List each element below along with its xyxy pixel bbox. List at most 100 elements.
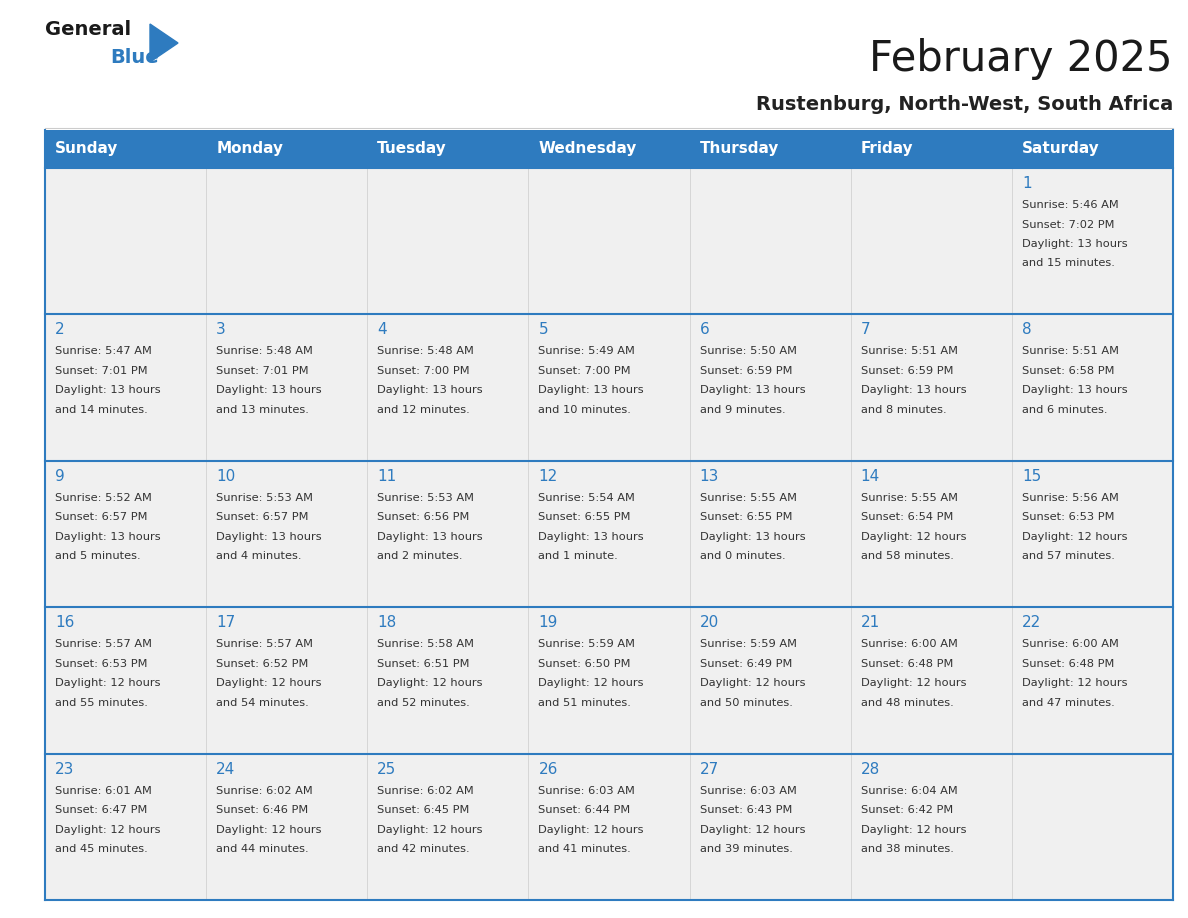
Text: Sunset: 6:45 PM: Sunset: 6:45 PM <box>378 805 469 815</box>
Text: Sunset: 6:51 PM: Sunset: 6:51 PM <box>378 659 469 668</box>
Text: Sunrise: 5:51 AM: Sunrise: 5:51 AM <box>1022 346 1119 356</box>
Text: General: General <box>45 20 131 39</box>
Text: Sunrise: 5:52 AM: Sunrise: 5:52 AM <box>55 493 152 503</box>
Text: Sunset: 6:57 PM: Sunset: 6:57 PM <box>55 512 147 522</box>
Text: and 6 minutes.: and 6 minutes. <box>1022 405 1107 415</box>
Text: and 1 minute.: and 1 minute. <box>538 552 618 561</box>
Text: 20: 20 <box>700 615 719 630</box>
Text: Sunrise: 6:02 AM: Sunrise: 6:02 AM <box>378 786 474 796</box>
Text: and 45 minutes.: and 45 minutes. <box>55 844 147 854</box>
Text: 13: 13 <box>700 469 719 484</box>
Text: Wednesday: Wednesday <box>538 141 637 156</box>
Text: and 0 minutes.: and 0 minutes. <box>700 552 785 561</box>
Text: Saturday: Saturday <box>1022 141 1100 156</box>
Text: Tuesday: Tuesday <box>378 141 447 156</box>
Text: 6: 6 <box>700 322 709 338</box>
Text: Sunrise: 5:46 AM: Sunrise: 5:46 AM <box>1022 200 1119 210</box>
Text: 4: 4 <box>378 322 387 338</box>
Text: and 15 minutes.: and 15 minutes. <box>1022 259 1114 268</box>
Text: Daylight: 12 hours: Daylight: 12 hours <box>378 678 482 688</box>
Text: and 42 minutes.: and 42 minutes. <box>378 844 470 854</box>
Text: 7: 7 <box>861 322 871 338</box>
Text: Sunrise: 5:55 AM: Sunrise: 5:55 AM <box>700 493 797 503</box>
Text: Sunrise: 6:00 AM: Sunrise: 6:00 AM <box>1022 639 1119 649</box>
Text: and 41 minutes.: and 41 minutes. <box>538 844 631 854</box>
Text: Sunset: 6:48 PM: Sunset: 6:48 PM <box>1022 659 1114 668</box>
Text: Sunrise: 6:03 AM: Sunrise: 6:03 AM <box>700 786 796 796</box>
Text: Sunset: 6:49 PM: Sunset: 6:49 PM <box>700 659 792 668</box>
Text: and 55 minutes.: and 55 minutes. <box>55 698 147 708</box>
Text: Sunrise: 6:00 AM: Sunrise: 6:00 AM <box>861 639 958 649</box>
Text: 25: 25 <box>378 762 397 777</box>
Text: 26: 26 <box>538 762 558 777</box>
Text: and 39 minutes.: and 39 minutes. <box>700 844 792 854</box>
Text: 21: 21 <box>861 615 880 630</box>
Bar <box>45 168 1173 314</box>
Text: 1: 1 <box>1022 176 1031 191</box>
Text: Sunrise: 5:48 AM: Sunrise: 5:48 AM <box>216 346 312 356</box>
Text: Daylight: 13 hours: Daylight: 13 hours <box>1022 239 1127 249</box>
Text: Daylight: 12 hours: Daylight: 12 hours <box>55 824 160 834</box>
Text: Sunset: 7:01 PM: Sunset: 7:01 PM <box>216 366 309 375</box>
Text: Sunrise: 5:56 AM: Sunrise: 5:56 AM <box>1022 493 1119 503</box>
Text: Daylight: 12 hours: Daylight: 12 hours <box>55 678 160 688</box>
Text: Daylight: 12 hours: Daylight: 12 hours <box>216 824 322 834</box>
Text: Sunrise: 6:04 AM: Sunrise: 6:04 AM <box>861 786 958 796</box>
Text: Sunrise: 5:49 AM: Sunrise: 5:49 AM <box>538 346 636 356</box>
Text: Daylight: 13 hours: Daylight: 13 hours <box>378 386 482 396</box>
Text: Daylight: 13 hours: Daylight: 13 hours <box>538 386 644 396</box>
Text: Sunrise: 6:03 AM: Sunrise: 6:03 AM <box>538 786 636 796</box>
Text: Thursday: Thursday <box>700 141 779 156</box>
Text: 16: 16 <box>55 615 75 630</box>
Bar <box>45 314 1173 461</box>
Text: Daylight: 12 hours: Daylight: 12 hours <box>861 824 966 834</box>
Text: Sunrise: 5:54 AM: Sunrise: 5:54 AM <box>538 493 636 503</box>
Text: Daylight: 13 hours: Daylight: 13 hours <box>700 532 805 542</box>
Bar <box>45 607 1173 754</box>
Text: Daylight: 13 hours: Daylight: 13 hours <box>55 386 160 396</box>
Text: Sunset: 6:59 PM: Sunset: 6:59 PM <box>861 366 953 375</box>
Text: Sunrise: 5:59 AM: Sunrise: 5:59 AM <box>538 639 636 649</box>
Text: and 2 minutes.: and 2 minutes. <box>378 552 463 561</box>
Text: Sunset: 6:56 PM: Sunset: 6:56 PM <box>378 512 469 522</box>
Text: Daylight: 12 hours: Daylight: 12 hours <box>861 678 966 688</box>
Text: and 14 minutes.: and 14 minutes. <box>55 405 147 415</box>
Text: 2: 2 <box>55 322 64 338</box>
Text: Sunset: 7:00 PM: Sunset: 7:00 PM <box>538 366 631 375</box>
Text: Daylight: 12 hours: Daylight: 12 hours <box>700 824 805 834</box>
Text: and 8 minutes.: and 8 minutes. <box>861 405 947 415</box>
Text: Sunset: 6:52 PM: Sunset: 6:52 PM <box>216 659 309 668</box>
Text: Sunset: 6:46 PM: Sunset: 6:46 PM <box>216 805 309 815</box>
Text: Sunset: 6:53 PM: Sunset: 6:53 PM <box>1022 512 1114 522</box>
Text: Daylight: 12 hours: Daylight: 12 hours <box>538 824 644 834</box>
Text: and 52 minutes.: and 52 minutes. <box>378 698 470 708</box>
Text: Daylight: 13 hours: Daylight: 13 hours <box>216 386 322 396</box>
Text: Sunset: 6:55 PM: Sunset: 6:55 PM <box>538 512 631 522</box>
Text: Daylight: 13 hours: Daylight: 13 hours <box>700 386 805 396</box>
Text: and 38 minutes.: and 38 minutes. <box>861 844 954 854</box>
Text: and 9 minutes.: and 9 minutes. <box>700 405 785 415</box>
Text: 27: 27 <box>700 762 719 777</box>
Text: 22: 22 <box>1022 615 1041 630</box>
Bar <box>45 461 1173 607</box>
Text: and 51 minutes.: and 51 minutes. <box>538 698 631 708</box>
Text: and 5 minutes.: and 5 minutes. <box>55 552 140 561</box>
Text: Friday: Friday <box>861 141 914 156</box>
Text: Sunrise: 6:01 AM: Sunrise: 6:01 AM <box>55 786 152 796</box>
Text: Sunrise: 6:02 AM: Sunrise: 6:02 AM <box>216 786 312 796</box>
Text: Sunset: 6:44 PM: Sunset: 6:44 PM <box>538 805 631 815</box>
Text: Daylight: 12 hours: Daylight: 12 hours <box>378 824 482 834</box>
Text: 11: 11 <box>378 469 397 484</box>
Text: Daylight: 12 hours: Daylight: 12 hours <box>1022 678 1127 688</box>
Polygon shape <box>150 24 178 62</box>
Text: Daylight: 12 hours: Daylight: 12 hours <box>538 678 644 688</box>
Text: 5: 5 <box>538 322 548 338</box>
Text: Daylight: 13 hours: Daylight: 13 hours <box>1022 386 1127 396</box>
Text: Daylight: 13 hours: Daylight: 13 hours <box>55 532 160 542</box>
Text: Sunrise: 5:55 AM: Sunrise: 5:55 AM <box>861 493 958 503</box>
Text: and 4 minutes.: and 4 minutes. <box>216 552 302 561</box>
Text: Sunset: 6:43 PM: Sunset: 6:43 PM <box>700 805 792 815</box>
Text: Daylight: 12 hours: Daylight: 12 hours <box>1022 532 1127 542</box>
Text: 15: 15 <box>1022 469 1041 484</box>
Text: 8: 8 <box>1022 322 1031 338</box>
